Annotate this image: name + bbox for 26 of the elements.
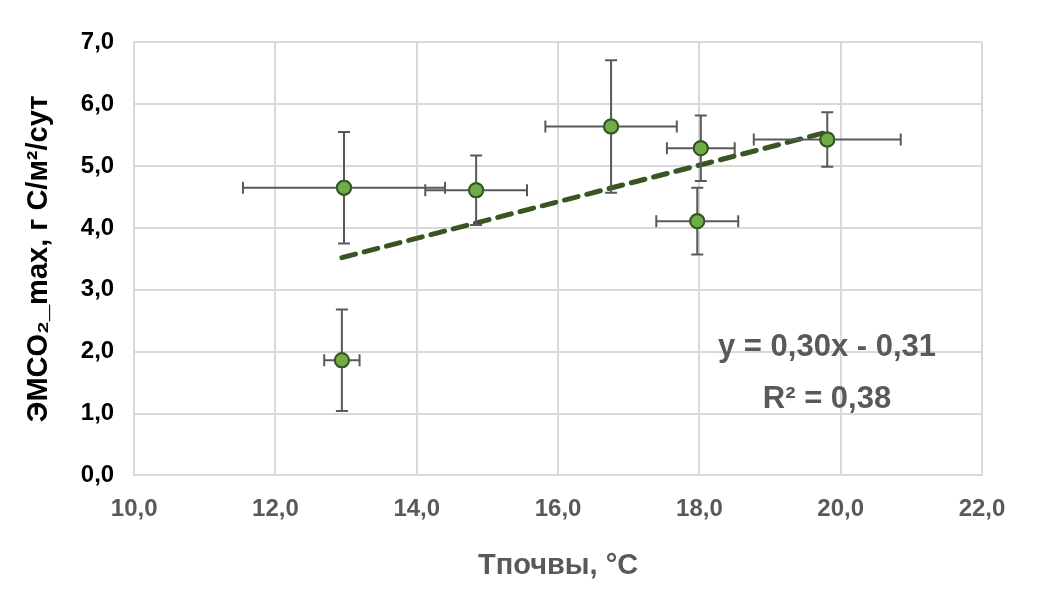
- x-tick-label: 20,0: [817, 494, 865, 522]
- x-tick-label: 18,0: [676, 494, 723, 522]
- x-tick-label: 14,0: [393, 494, 441, 522]
- point: [333, 352, 350, 369]
- x-tick-label: 12,0: [252, 494, 299, 522]
- annotation: y = 0,30x - 0,31: [717, 327, 937, 363]
- y-tick-label: 5,0: [80, 150, 115, 178]
- point: [819, 131, 836, 148]
- point: [603, 118, 620, 135]
- point: [468, 182, 485, 199]
- point: [692, 140, 709, 157]
- y-tick-label: 1,0: [80, 398, 115, 426]
- x-tick-label: 22,0: [958, 494, 1006, 522]
- x-tick-label: 10,0: [110, 494, 158, 522]
- y-tick-label: 6,0: [80, 88, 115, 116]
- y-tick-label: 2,0: [80, 336, 115, 364]
- x-tick-label: 16,0: [534, 494, 582, 522]
- y-tick-label: 4,0: [80, 212, 115, 240]
- y-tick-label: 0,0: [80, 460, 115, 488]
- y-tick-label: 3,0: [80, 274, 115, 302]
- y-axis-title: ЭМCO₂_max, г С/м²/сут: [21, 95, 54, 423]
- point: [336, 179, 352, 196]
- point: [689, 213, 706, 230]
- annotation: R² = 0,38: [762, 379, 892, 415]
- x-axis-title: Tпочвы, °C: [477, 547, 639, 580]
- y-tick-label: 7,0: [80, 27, 115, 55]
